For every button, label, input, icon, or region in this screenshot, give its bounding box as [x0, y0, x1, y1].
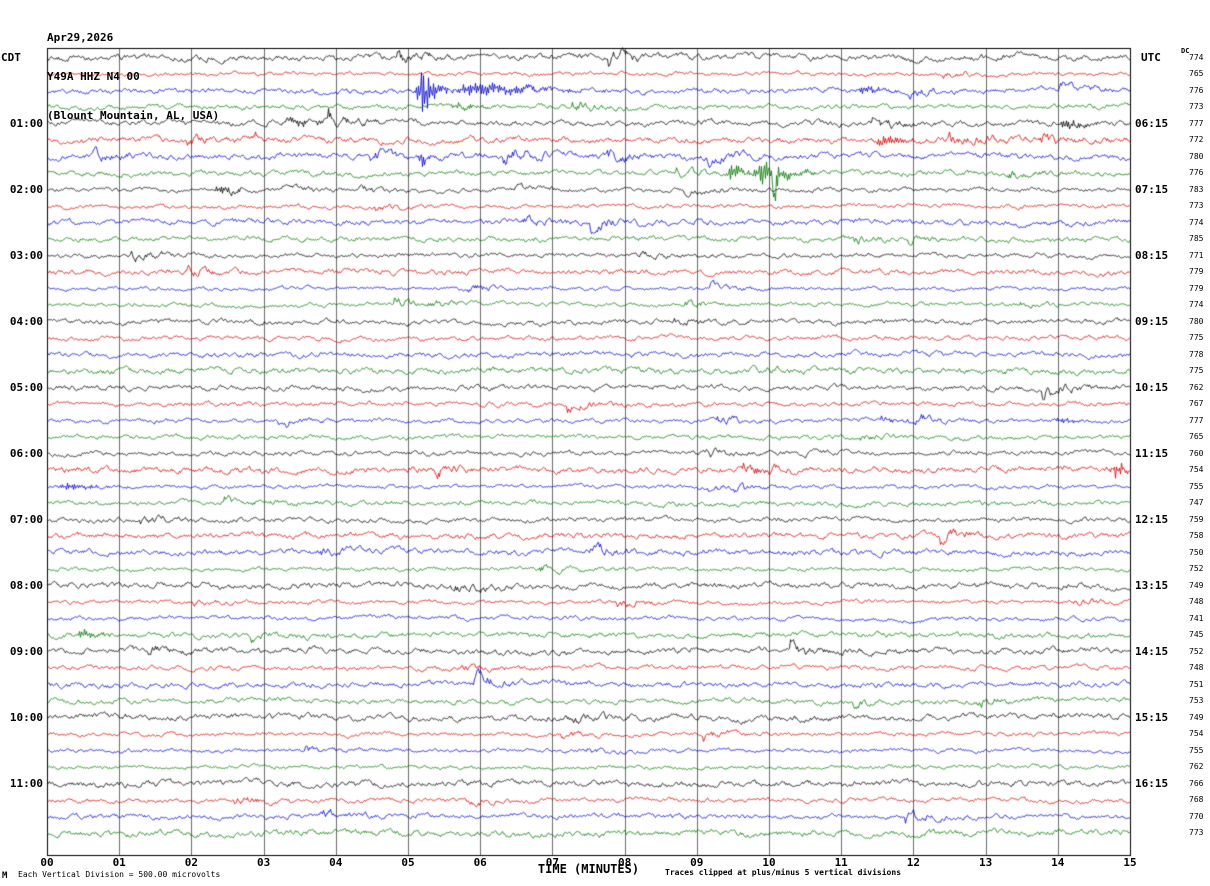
x-tick-label: 09 — [690, 856, 704, 869]
dc-offset-value: 779 — [1189, 267, 1204, 276]
dc-offset-value: 777 — [1189, 415, 1204, 425]
logo-mark: M — [2, 871, 8, 881]
dc-offset-value: 771 — [1189, 250, 1204, 260]
dc-offset-value: 759 — [1189, 514, 1204, 524]
x-tick-label: 02 — [184, 856, 199, 869]
left-time-label: 09:00 — [9, 644, 43, 658]
x-tick-label: 07 — [545, 856, 560, 869]
x-tick-label: 01 — [112, 856, 126, 869]
dc-offset-value: 773 — [1189, 102, 1204, 111]
footer-clip-note: Traces clipped at plus/minus 5 vertical … — [665, 868, 902, 877]
dc-offset-value: 768 — [1189, 795, 1204, 804]
right-time-label: 13:15 — [1135, 578, 1169, 592]
x-tick-label: 10 — [762, 856, 776, 869]
dc-offset-value: 765 — [1189, 69, 1204, 78]
dc-offset-value: 780 — [1189, 151, 1204, 161]
dc-offset-value: 762 — [1189, 762, 1204, 771]
dc-offset-value: 774 — [1189, 52, 1204, 62]
dc-offset-value: 775 — [1189, 366, 1204, 375]
dc-offset-value: 752 — [1189, 564, 1204, 573]
dc-offset-value: 754 — [1189, 465, 1204, 474]
right-time-label: 10:15 — [1135, 380, 1169, 394]
dc-offset-value: 780 — [1189, 316, 1204, 326]
dc-offset-value: 773 — [1189, 828, 1204, 837]
dc-offset-value: 752 — [1189, 646, 1204, 656]
left-time-label: 03:00 — [9, 248, 43, 262]
header-station: Y49A HHZ N4 00 — [47, 70, 140, 83]
x-tick-label: 05 — [401, 856, 415, 869]
right-time-label: 11:15 — [1135, 446, 1169, 460]
header: Apr29,2026 Y49A HHZ N4 00 (Blount Mounta… — [47, 5, 219, 148]
dc-offset-value: 783 — [1189, 184, 1204, 194]
dc-offset-value: 750 — [1189, 547, 1204, 557]
left-time-label: 02:00 — [9, 182, 43, 196]
header-location: (Blount Mountain, AL, USA) — [47, 109, 220, 122]
right-time-label: 16:15 — [1135, 776, 1169, 790]
dc-offset-value: 766 — [1189, 778, 1204, 788]
dc-offset-value: 747 — [1189, 498, 1204, 507]
right-time-label: 14:15 — [1135, 644, 1169, 658]
x-tick-label: 03 — [256, 856, 271, 869]
dc-offset-value: 751 — [1189, 679, 1204, 689]
header-date: Apr29,2026 — [47, 31, 114, 44]
right-axis-title: UTC — [1141, 51, 1161, 64]
dc-offset-value: 774 — [1189, 300, 1204, 309]
x-tick-label: 12 — [906, 856, 921, 869]
dc-offset-value: 762 — [1189, 382, 1204, 392]
dc-offset-value: 749 — [1189, 712, 1204, 722]
x-tick-label: 08 — [617, 856, 632, 869]
dc-offset-value: 775 — [1189, 333, 1204, 342]
left-time-label: 06:00 — [9, 446, 43, 460]
dc-column-title: DC — [1181, 47, 1190, 55]
dc-offset-value: 755 — [1189, 745, 1204, 755]
left-time-label: 11:00 — [9, 776, 43, 790]
dc-offset-value: 774 — [1189, 217, 1204, 227]
right-time-label: 08:15 — [1135, 248, 1169, 262]
x-tick-label: 06 — [473, 856, 487, 869]
x-axis-title: TIME (MINUTES) — [537, 862, 640, 876]
left-time-label: 07:00 — [9, 512, 43, 526]
x-tick-label: 04 — [329, 856, 343, 869]
dc-offset-value: 749 — [1189, 580, 1204, 590]
dc-offset-value: 741 — [1189, 613, 1204, 623]
left-axis-title: CDT — [1, 51, 21, 64]
dc-offset-value: 745 — [1189, 630, 1204, 639]
dc-offset-value: 748 — [1189, 663, 1204, 672]
left-time-label: 05:00 — [9, 380, 43, 394]
dc-offset-value: 773 — [1189, 201, 1204, 210]
dc-offset-value: 785 — [1189, 234, 1204, 243]
dc-offset-value: 758 — [1189, 531, 1204, 540]
right-time-label: 12:15 — [1135, 512, 1169, 526]
dc-offset-value: 767 — [1189, 399, 1204, 408]
dc-offset-value: 770 — [1189, 811, 1204, 821]
dc-offset-value: 760 — [1189, 448, 1204, 458]
x-tick-label: 11 — [834, 856, 848, 869]
x-tick-label: 14 — [1051, 856, 1065, 869]
dc-offset-value: 748 — [1189, 597, 1204, 606]
dc-offset-value: 778 — [1189, 349, 1204, 359]
left-time-label: 08:00 — [9, 578, 43, 592]
right-time-label: 15:15 — [1135, 710, 1169, 724]
left-time-label: 10:00 — [9, 710, 43, 724]
x-tick-label: 00 — [40, 856, 54, 869]
right-time-label: 06:15 — [1135, 116, 1169, 130]
dc-offset-value: 753 — [1189, 696, 1204, 705]
dc-offset-value: 776 — [1189, 168, 1204, 177]
left-time-label: 01:00 — [9, 116, 43, 130]
left-time-label: 04:00 — [9, 314, 43, 328]
footer-scale-note: Each Vertical Division = 500.00 microvol… — [18, 870, 221, 879]
dc-offset-value: 772 — [1189, 135, 1204, 144]
dc-offset-value: 777 — [1189, 118, 1204, 128]
x-tick-label: 15 — [1123, 856, 1137, 869]
dc-offset-value: 779 — [1189, 283, 1204, 293]
dc-offset-value: 754 — [1189, 729, 1204, 738]
dc-offset-value: 776 — [1189, 85, 1204, 95]
dc-offset-value: 755 — [1189, 481, 1204, 491]
right-time-label: 09:15 — [1135, 314, 1169, 328]
right-time-label: 07:15 — [1135, 182, 1169, 196]
dc-offset-value: 765 — [1189, 432, 1204, 441]
x-tick-label: 13 — [978, 856, 993, 869]
